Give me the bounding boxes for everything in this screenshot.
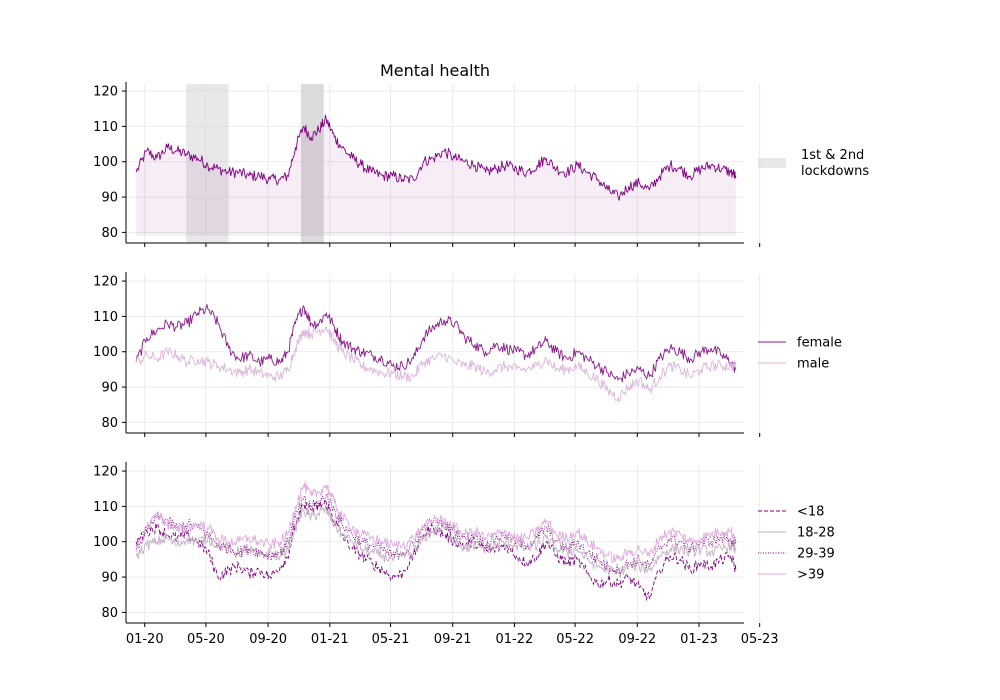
series-line-male (135, 326, 737, 403)
legend-label: 18-28 (797, 526, 835, 541)
panel-2: 80 90 100 110 120 (93, 272, 761, 437)
y-tick-label: 100 (93, 155, 118, 170)
panel-3: 80 90 100 110 120 01-20 05-20 09-20 01-21 05-21 09… (93, 462, 779, 647)
legend-label: 29-39 (797, 547, 835, 562)
y-tick-label: 100 (93, 345, 118, 360)
y-tick-label: 80 (101, 416, 118, 431)
x-tick-label: 01-21 (311, 632, 349, 647)
y-tick-label: 90 (101, 571, 118, 586)
y-tick-label: 80 (101, 226, 118, 241)
y-tick-label: 110 (93, 310, 118, 325)
y-tick-label: 110 (93, 120, 118, 135)
legend-swatch (758, 158, 786, 168)
legend-label: female (797, 336, 842, 351)
x-tick-label: 01-22 (496, 632, 534, 647)
y-tick-label: 110 (93, 500, 118, 515)
chart-title: Mental health (380, 61, 490, 80)
y-tick-label: 120 (93, 275, 118, 290)
x-tick-label: 09-21 (434, 632, 472, 647)
x-tick-label: 05-20 (187, 632, 225, 647)
series-line->39 (135, 481, 737, 563)
x-tick-label: 09-22 (618, 632, 656, 647)
x-tick-label: 05-23 (741, 632, 779, 647)
y-tick-label: 120 (93, 465, 118, 480)
x-tick-label: 09-20 (249, 632, 287, 647)
series-fill (136, 115, 736, 236)
gridlines (126, 464, 761, 623)
panel-1: 80 90 100 110 120 (93, 82, 761, 247)
legend-label: >39 (797, 568, 824, 583)
y-tick-label: 100 (93, 535, 118, 550)
series-line-18-28 (135, 505, 737, 579)
lockdown-region (300, 84, 324, 243)
series-line-overall (135, 114, 737, 201)
legend-label: lockdowns (801, 164, 869, 179)
legend-3: <18 18-28 29-39 >39 (758, 505, 835, 583)
x-tick-label: 01-20 (126, 632, 164, 647)
y-tick-label: 120 (93, 85, 118, 100)
series-line-<18 (135, 499, 737, 601)
legend-label: male (797, 357, 829, 372)
legend-label: 1st & 2nd (801, 148, 864, 163)
series-line-29-39 (135, 493, 737, 575)
y-tick-label: 90 (101, 381, 118, 396)
series-line-female (135, 304, 737, 383)
gridlines (126, 274, 761, 433)
y-tick-label: 90 (101, 191, 118, 206)
legend-label: <18 (797, 505, 824, 520)
gridlines (126, 84, 761, 243)
x-tick-label: 05-21 (372, 632, 410, 647)
legend-2: female male (758, 336, 842, 372)
x-tick-label: 05-22 (556, 632, 594, 647)
y-tick-label: 80 (101, 606, 118, 621)
x-tick-label: 01-23 (680, 632, 718, 647)
